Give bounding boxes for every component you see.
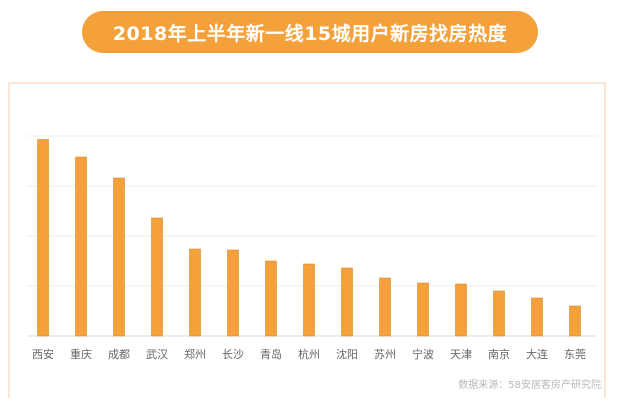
x-tick-label: 天津: [450, 348, 472, 361]
bar-4: [189, 248, 201, 337]
chart-frame: [8, 82, 606, 398]
bar-5: [227, 249, 239, 337]
x-tick-label: 青岛: [260, 347, 282, 361]
chart-title: 2018年上半年新一线15城用户新房找房热度: [82, 11, 538, 53]
x-tick-label: 杭州: [298, 347, 320, 361]
x-tick-label: 西安: [32, 347, 54, 361]
bar-7: [303, 263, 315, 337]
x-tick-label: 苏州: [374, 348, 396, 361]
bar-11: [455, 283, 467, 337]
bar-1: [75, 156, 87, 337]
bar-8: [341, 267, 353, 337]
bar-2: [113, 177, 125, 337]
x-tick-label: 重庆: [70, 347, 92, 361]
bar-12: [493, 290, 505, 337]
x-tick-label: 沈阳: [336, 347, 358, 361]
bar-9: [379, 277, 391, 337]
x-tick-label: 东莞: [564, 348, 586, 361]
x-tick-label: 南京: [488, 347, 510, 361]
x-tick-label: 成都: [108, 348, 130, 361]
x-tick-label: 郑州: [184, 347, 206, 361]
data-source: 数据来源：58安居客房产研究院: [458, 380, 601, 391]
bar-14: [569, 305, 581, 337]
bar-13: [531, 297, 543, 337]
bar-0: [37, 139, 49, 337]
bar-10: [417, 282, 429, 337]
x-tick-label: 武汉: [146, 348, 168, 361]
x-tick-label: 宁波: [412, 347, 434, 361]
bar-3: [151, 217, 163, 337]
bar-6: [265, 260, 277, 337]
x-tick-label: 大连: [526, 347, 548, 361]
x-tick-label: 长沙: [222, 348, 244, 361]
